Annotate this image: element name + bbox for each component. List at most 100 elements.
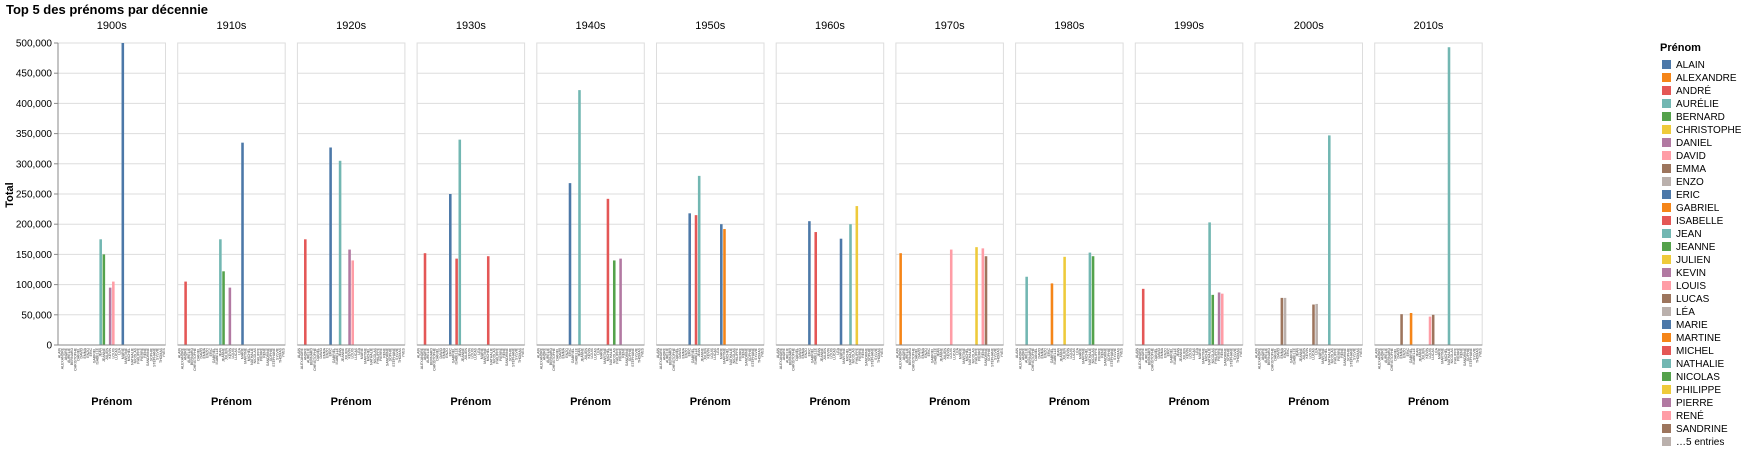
facet-label: 1950s: [695, 20, 725, 32]
bar: [1312, 304, 1315, 345]
x-tick-label: AURÉLIE: [665, 347, 670, 363]
y-tick-label: 250,000: [16, 190, 53, 201]
facet-label: 1980s: [1054, 20, 1084, 32]
x-tick-label: STÉPHANE: [1229, 347, 1234, 367]
x-tick-label: DAVID: [1157, 348, 1161, 359]
legend-swatch: [1662, 281, 1671, 290]
legend-swatch: [1662, 437, 1671, 446]
x-tick-label: SANDRINE: [864, 347, 868, 366]
legend-swatch: [1662, 190, 1671, 199]
x-tick-label: ERIC: [329, 348, 333, 357]
x-tick-label: MICHEL: [1085, 348, 1089, 361]
bar: [329, 147, 332, 345]
x-tick-label: DAVID: [678, 348, 682, 359]
legend-label: BERNARD: [1676, 112, 1725, 123]
x-tick-label: STÉPHANE: [750, 347, 755, 367]
x-tick-label: PIERRE: [259, 347, 263, 361]
x-tick-label: NATHALIE: [370, 347, 374, 365]
x-tick-label: LOUIS: [710, 347, 714, 358]
bar: [112, 281, 115, 345]
x-tick-label: MARTINE: [244, 347, 248, 363]
bar: [1063, 256, 1066, 345]
legend-item: LUCAS: [1662, 294, 1710, 305]
x-tick-label: EMMA: [681, 347, 685, 358]
x-tick-label: ERIC: [1286, 348, 1290, 357]
x-tick-label: GABRIEL: [1289, 348, 1293, 363]
x-tick-label: SANDRINE: [1104, 347, 1108, 366]
y-tick-label: 150,000: [16, 250, 53, 261]
x-tick-label: JULIEN: [943, 348, 947, 361]
bar: [304, 239, 307, 345]
legend-item: ISABELLE: [1662, 216, 1724, 227]
x-tick-label: BERNARD: [1148, 348, 1152, 366]
x-tick-label: DAVID: [1277, 348, 1281, 359]
bar: [1211, 294, 1215, 345]
x-tick-label: EMMA: [442, 347, 446, 358]
x-tick-label: LOUIS: [949, 347, 953, 358]
x-tick-label: JEAN: [458, 348, 462, 357]
x-tick-label: STÉPHANE: [870, 347, 875, 367]
x-tick-label: RENÉ: [1219, 347, 1224, 357]
x-tick-label: SOPHIE: [987, 347, 991, 361]
facet-label: 2010s: [1413, 20, 1443, 32]
x-tick-label: EMMA: [1040, 347, 1044, 358]
x-tick-label: NICOLAS: [373, 347, 377, 363]
legend-swatch: [1662, 112, 1671, 121]
x-tick-label: YVES: [880, 347, 884, 357]
legend-label: MICHEL: [1676, 346, 1714, 357]
x-tick-label: EMMA: [83, 347, 87, 358]
x-tick-label: BERNARD: [429, 348, 433, 366]
x-tick-label: SOPHIE: [149, 347, 153, 361]
bar: [694, 215, 698, 345]
x-tick-label: ISABELLE: [1412, 347, 1416, 364]
x-tick-label: NATHALIE: [250, 347, 254, 365]
x-tick-label: MARTINE: [962, 347, 966, 363]
x-tick-label: ERIC: [688, 348, 692, 357]
x-tick-label: YVES: [1239, 347, 1243, 357]
bar: [568, 183, 572, 345]
x-tick-label: SANDRINE: [1343, 347, 1347, 366]
x-tick-label: DANIEL: [675, 348, 679, 361]
x-tick-label: EMMA: [322, 347, 326, 358]
x-tick-label: DAVID: [80, 348, 84, 359]
x-tick-label: ANDRÉ: [901, 347, 906, 360]
x-tick-label: JEANNE: [1179, 347, 1183, 361]
y-tick-label: 400,000: [16, 99, 53, 110]
x-tick-label: SOPHIE: [867, 347, 871, 361]
bar: [338, 160, 342, 345]
legend-item: MICHEL: [1662, 346, 1714, 357]
x-tick-label: LÉA: [1194, 347, 1199, 354]
x-tick-label: SOPHIE: [389, 347, 393, 361]
x-tick-label: SOPHIE: [508, 347, 512, 361]
x-tick-label: DAVID: [559, 348, 563, 359]
x-tick-label: SANDRINE: [266, 347, 270, 366]
x-tick-label: AURÉLIE: [545, 347, 550, 363]
x-tick-label: SOPHIE: [1107, 347, 1111, 361]
x-tick-label: THOMAS: [877, 347, 881, 363]
x-tick-label: MARIE: [600, 347, 604, 359]
legend-item: LOUIS: [1662, 281, 1706, 292]
bar: [1025, 276, 1028, 345]
x-tick-label: BERNARD: [549, 348, 553, 366]
x-tick-label: KEVIN: [587, 348, 591, 359]
x-tick-label: YVES: [760, 347, 764, 357]
facet-label: 2000s: [1294, 20, 1324, 32]
x-tick-label: YVES: [641, 347, 645, 357]
legend-swatch: [1662, 138, 1671, 147]
x-tick-label: PHILIPPE: [137, 347, 141, 363]
x-tick-label: CHRISTOPHE: [73, 347, 77, 371]
x-tick-label: NATHALIE: [729, 347, 733, 365]
x-tick-label: MARTINE: [722, 347, 726, 363]
x-tick-label: LUCAS: [1072, 347, 1076, 359]
x-tick-label: JEAN: [338, 348, 342, 357]
x-tick-label: KEVIN: [1305, 348, 1309, 359]
x-tick-label: CHRISTOPHE: [672, 347, 676, 371]
x-tick-label: ISABELLE: [933, 347, 937, 364]
x-tick-label: SANDRINE: [1223, 347, 1227, 366]
x-tick-label: THOMAS: [1475, 347, 1479, 363]
x-tick-label: ENZO: [924, 348, 928, 358]
x-tick-label: AURÉLIE: [425, 347, 430, 363]
x-tick-label: LUCAS: [474, 347, 478, 359]
x-tick-label: LUCAS: [1311, 347, 1315, 359]
